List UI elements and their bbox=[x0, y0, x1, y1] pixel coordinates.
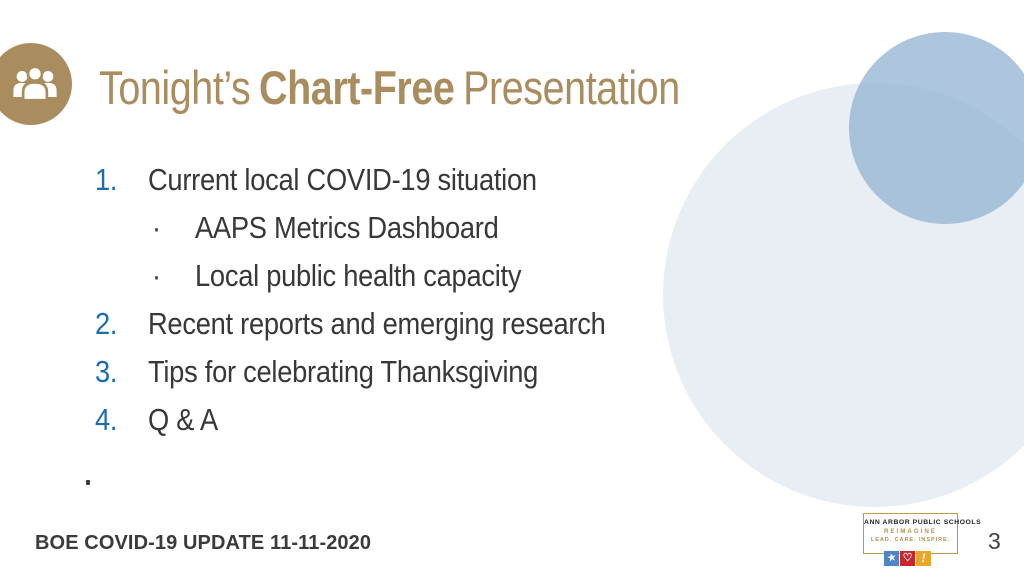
logo-badges: ★ ♡ ! bbox=[884, 551, 931, 566]
bullet-dot: · bbox=[152, 210, 161, 245]
list-item-text: Tips for celebrating Thanksgiving bbox=[148, 354, 539, 389]
district-logo: ANN ARBOR PUBLIC SCHOOLS REIMAGINE LEAD.… bbox=[863, 513, 982, 554]
list-number: 1. bbox=[95, 162, 118, 197]
list-item-text: Q & A bbox=[148, 402, 218, 437]
exclamation-badge-icon: ! bbox=[916, 551, 931, 566]
list-item: 4. Q & A bbox=[95, 396, 715, 444]
star-glyph: ★ bbox=[885, 551, 898, 565]
title-prefix: Tonight’s bbox=[99, 61, 251, 114]
logo-motto-text: LEAD. CARE. INSPIRE. bbox=[870, 537, 951, 543]
list-sub-item: · Local public health capacity bbox=[95, 252, 715, 300]
bullet-dot: · bbox=[152, 258, 161, 293]
page-number: 3 bbox=[988, 528, 1001, 554]
exclamation-glyph: ! bbox=[921, 551, 926, 565]
list-number: 4. bbox=[95, 402, 118, 437]
heart-badge-icon: ♡ bbox=[900, 551, 915, 566]
logo-district-name: ANN ARBOR PUBLIC SCHOOLS bbox=[864, 519, 982, 526]
agenda-list: 1. Current local COVID-19 situation · AA… bbox=[95, 156, 715, 444]
list-sub-item: · AAPS Metrics Dashboard bbox=[95, 204, 715, 252]
title-emphasis: Chart-Free bbox=[259, 61, 455, 114]
stray-bullet-dot bbox=[86, 480, 90, 485]
heart-glyph: ♡ bbox=[902, 552, 913, 564]
list-item-text: Recent reports and emerging research bbox=[148, 306, 606, 341]
list-number: 2. bbox=[95, 306, 118, 341]
footer-text: BOE COVID-19 UPDATE 11-11-2020 bbox=[35, 532, 372, 554]
list-item: 1. Current local COVID-19 situation bbox=[95, 156, 715, 204]
list-item-text: Current local COVID-19 situation bbox=[148, 162, 537, 197]
title-suffix: Presentation bbox=[463, 61, 680, 114]
list-item: 3. Tips for celebrating Thanksgiving bbox=[95, 348, 715, 396]
star-badge-icon: ★ bbox=[884, 551, 899, 566]
people-group-icon bbox=[0, 43, 72, 125]
list-number: 3. bbox=[95, 354, 118, 389]
list-item-text: AAPS Metrics Dashboard bbox=[195, 210, 499, 245]
logo-reimagine-text: REIMAGINE bbox=[883, 528, 938, 535]
decorative-circle-small bbox=[849, 32, 1024, 224]
slide-title: Tonight’s Chart-Free Presentation bbox=[99, 60, 790, 116]
list-item: 2. Recent reports and emerging research bbox=[95, 300, 715, 348]
list-item-text: Local public health capacity bbox=[195, 258, 522, 293]
